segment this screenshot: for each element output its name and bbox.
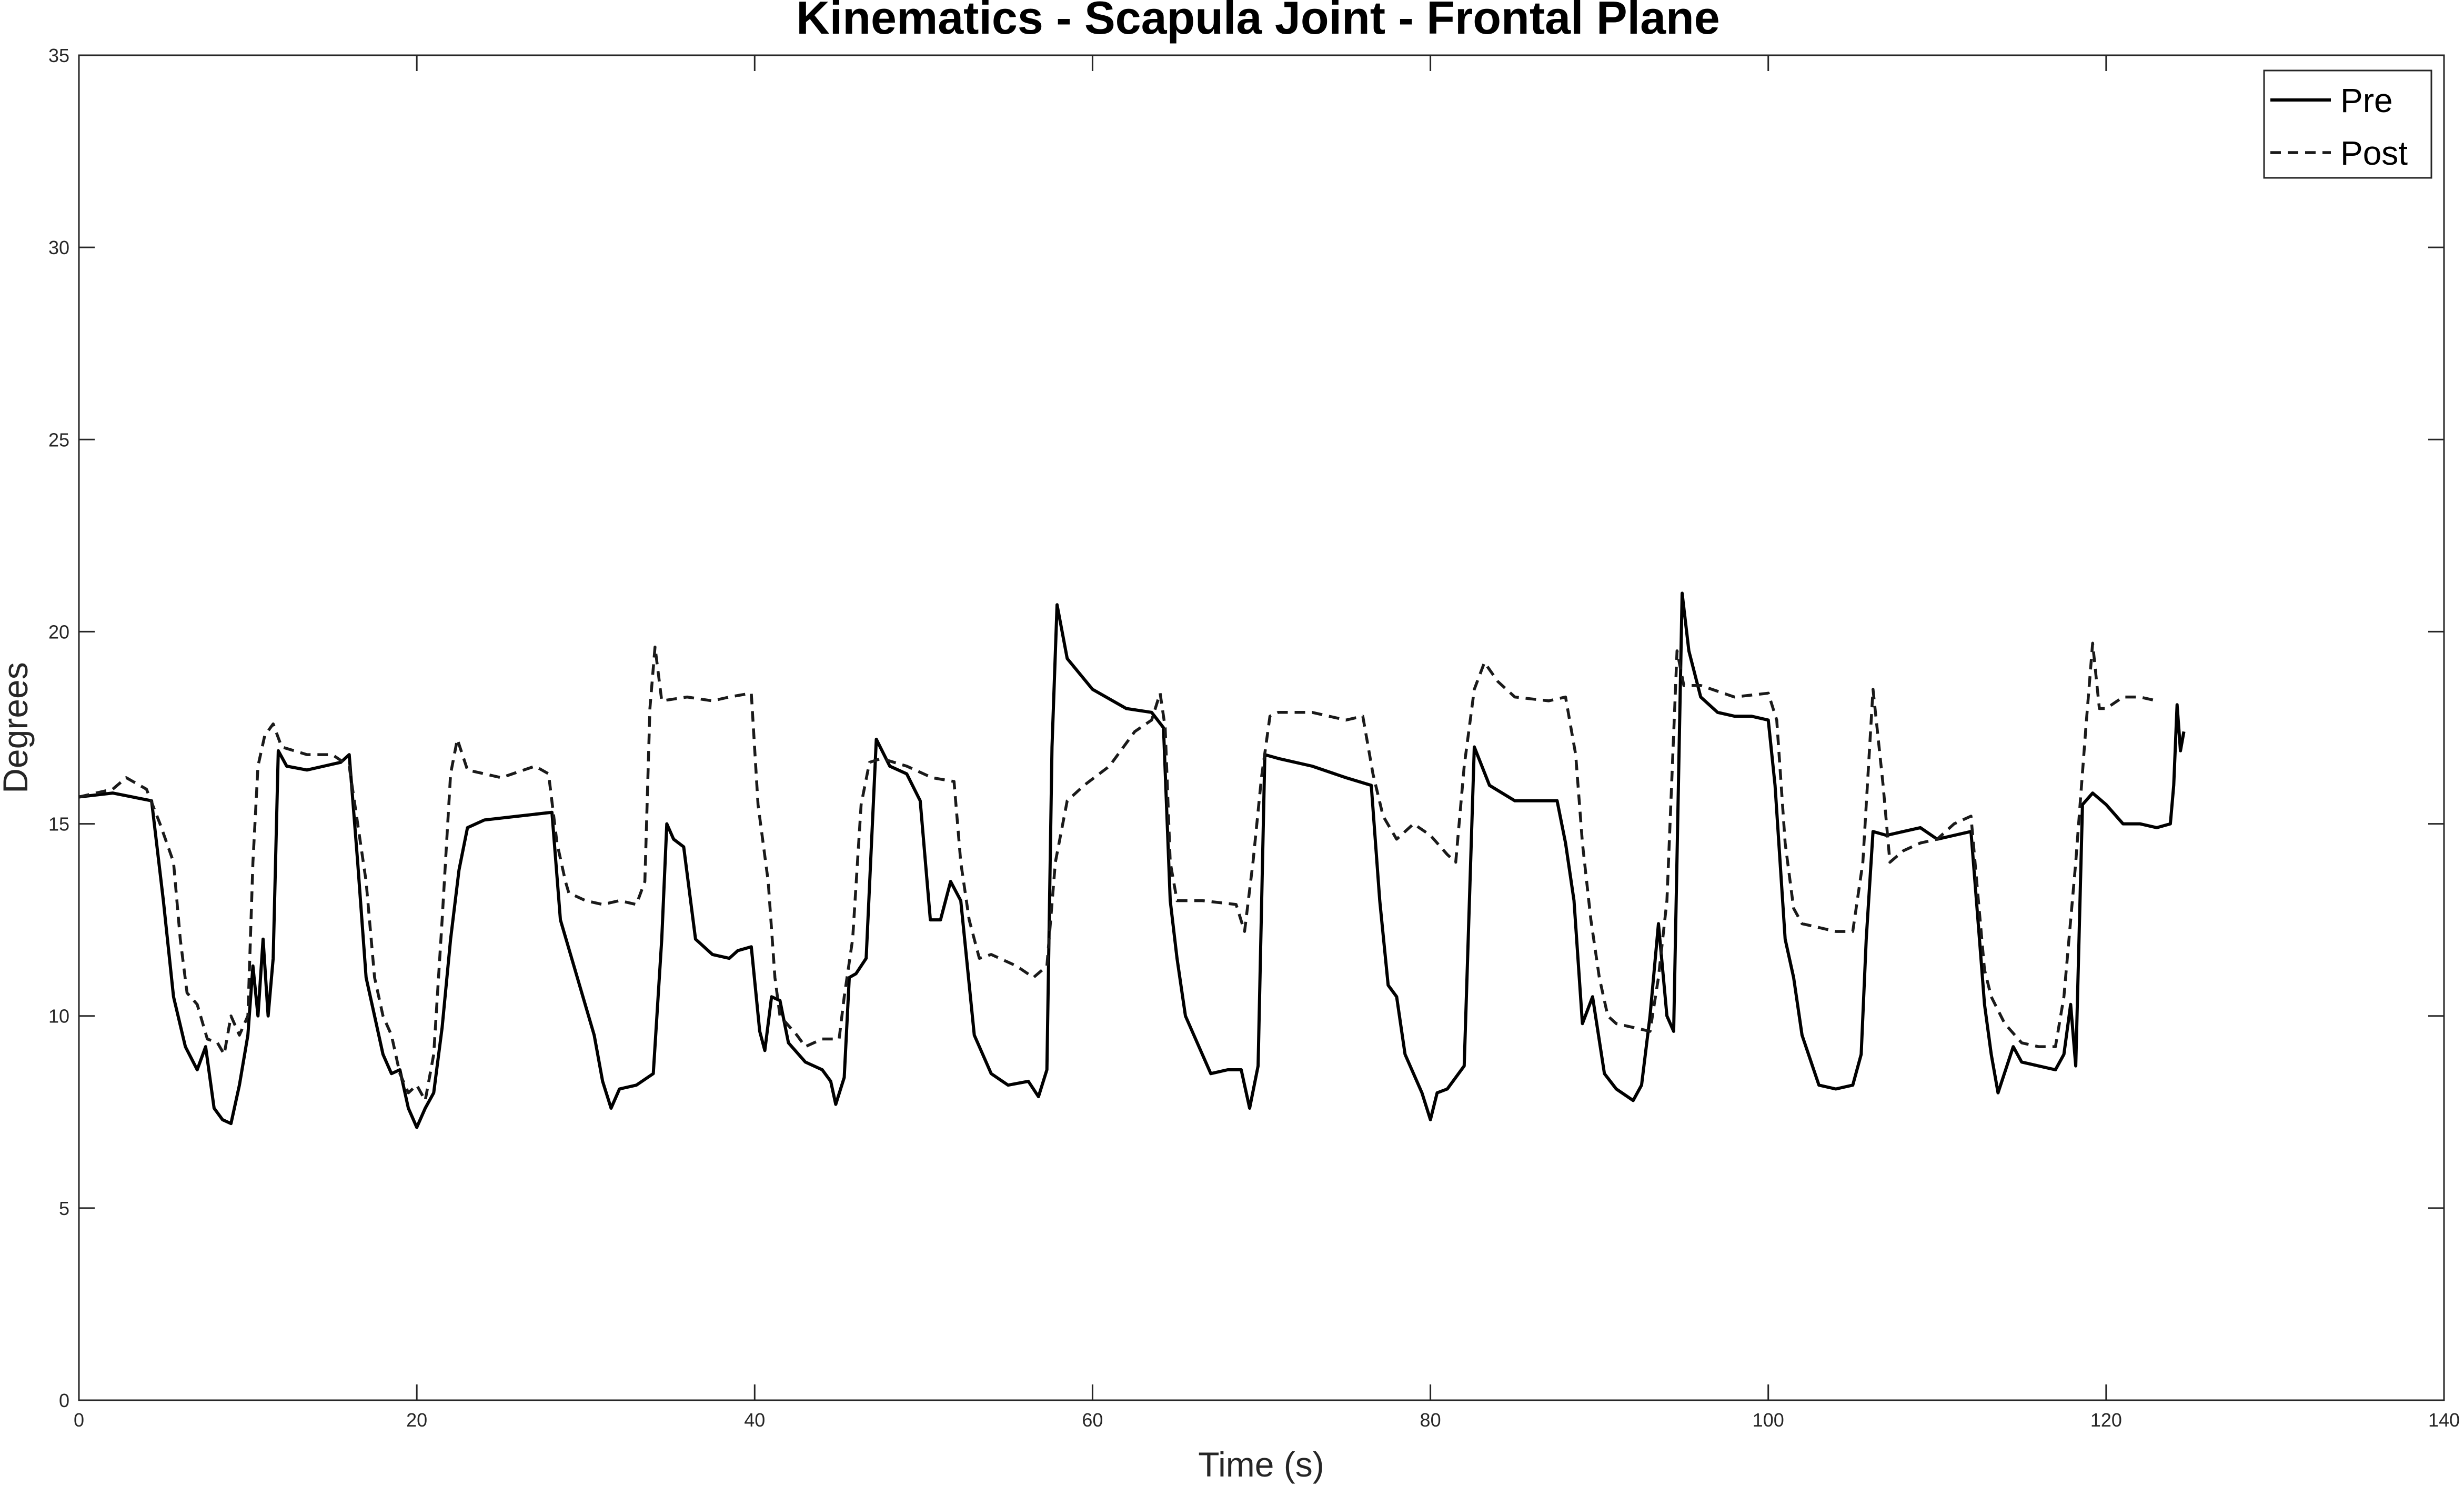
y-tick-label: 35 <box>48 45 69 66</box>
legend: Pre Post <box>2263 69 2432 179</box>
y-tick-label: 10 <box>48 1006 69 1027</box>
legend-label-pre: Pre <box>2340 82 2393 119</box>
x-tick-label: 0 <box>74 1409 84 1431</box>
x-tick-label: 60 <box>1082 1409 1103 1431</box>
y-axis-ticks: 0 5 10 15 20 25 30 35 <box>48 45 2444 1411</box>
plot-area <box>78 54 2445 1401</box>
y-axis-label: Degrees <box>0 662 35 793</box>
y-tick-label: 20 <box>48 621 69 642</box>
x-tick-label: 140 <box>2428 1409 2460 1431</box>
x-tick-label: 80 <box>1420 1409 1441 1431</box>
series-layer <box>78 591 2186 1129</box>
x-tick-label: 100 <box>1753 1409 1784 1431</box>
x-axis-label: Time (s) <box>1198 1445 1324 1484</box>
y-tick-label: 30 <box>48 237 69 258</box>
legend-label-post: Post <box>2340 134 2408 172</box>
y-tick-label: 5 <box>59 1198 69 1219</box>
legend-box <box>2263 69 2432 179</box>
y-tick-label: 25 <box>48 429 69 450</box>
y-tick-label: 15 <box>48 814 69 835</box>
y-tick-label: 0 <box>59 1390 69 1411</box>
series-line-post <box>78 641 2157 1102</box>
chart-title: Kinematics - Scapula Joint - Frontal Pla… <box>796 0 1720 44</box>
x-tick-label: 40 <box>744 1409 765 1431</box>
x-tick-label: 120 <box>2090 1409 2122 1431</box>
x-axis-ticks: 0 20 40 60 80 100 120 140 <box>74 55 2460 1431</box>
x-tick-label: 20 <box>406 1409 427 1431</box>
